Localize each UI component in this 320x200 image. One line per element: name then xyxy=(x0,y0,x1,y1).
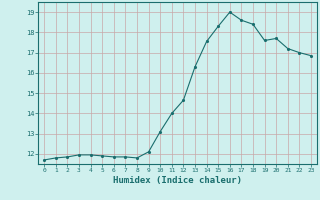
X-axis label: Humidex (Indice chaleur): Humidex (Indice chaleur) xyxy=(113,176,242,185)
